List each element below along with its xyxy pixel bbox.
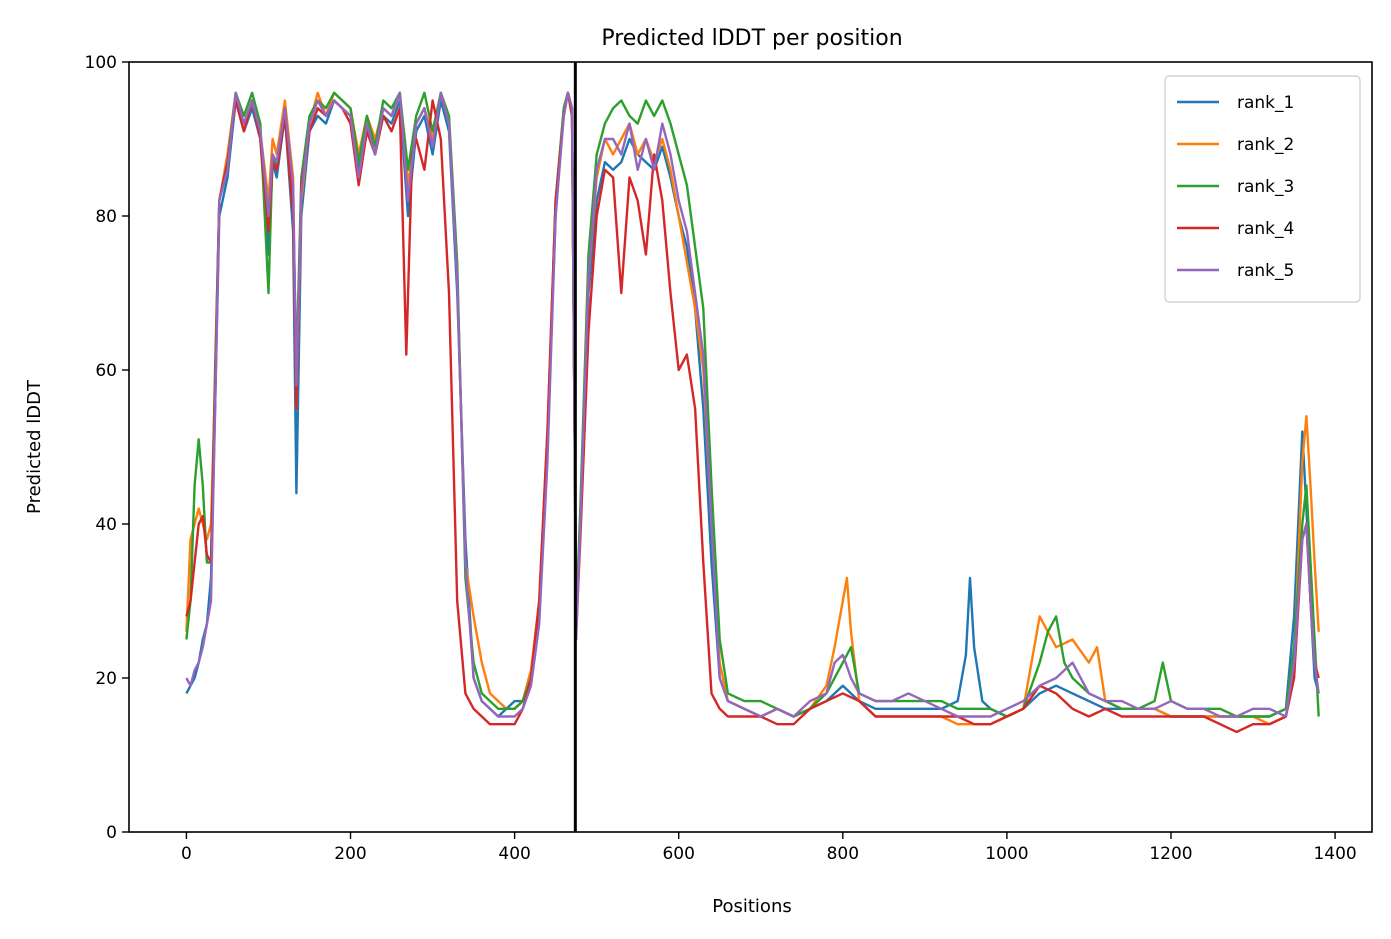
x-tick-label: 600 bbox=[662, 844, 694, 864]
legend-label: rank_5 bbox=[1237, 261, 1294, 281]
legend-label: rank_1 bbox=[1237, 93, 1294, 113]
y-tick-label: 80 bbox=[95, 207, 117, 227]
y-axis-ticks: 0 20 40 60 80 100 bbox=[85, 53, 129, 843]
legend-label: rank_4 bbox=[1237, 219, 1294, 239]
x-tick-label: 0 bbox=[181, 844, 192, 864]
y-tick-label: 0 bbox=[106, 823, 117, 843]
legend-label: rank_2 bbox=[1237, 135, 1294, 155]
x-tick-label: 1200 bbox=[1149, 844, 1192, 864]
series-line-rank-5 bbox=[185, 91, 1320, 718]
y-tick-label: 100 bbox=[85, 53, 117, 73]
y-axis-label: Predicted lDDT bbox=[24, 379, 45, 514]
legend-label: rank_3 bbox=[1237, 177, 1294, 197]
plot-area bbox=[128, 61, 1373, 833]
axes-frame bbox=[128, 61, 1373, 833]
x-tick-label: 200 bbox=[334, 844, 366, 864]
x-tick-label: 1400 bbox=[1313, 844, 1356, 864]
x-tick-label: 400 bbox=[498, 844, 530, 864]
x-axis-label: Positions bbox=[712, 896, 791, 917]
x-axis-ticks: 0 200 400 600 800 1000 1200 1400 bbox=[181, 832, 1357, 864]
x-tick-label: 1000 bbox=[985, 844, 1028, 864]
x-tick-label: 800 bbox=[827, 844, 859, 864]
y-tick-label: 40 bbox=[95, 515, 117, 535]
legend: rank_1 rank_2 rank_3 rank_4 rank_5 bbox=[1164, 75, 1361, 303]
series-layer bbox=[185, 91, 1320, 734]
chart-title: Predicted lDDT per position bbox=[601, 26, 902, 51]
y-tick-label: 60 bbox=[95, 361, 117, 381]
legend-box bbox=[1164, 75, 1361, 303]
y-tick-label: 20 bbox=[95, 669, 117, 689]
